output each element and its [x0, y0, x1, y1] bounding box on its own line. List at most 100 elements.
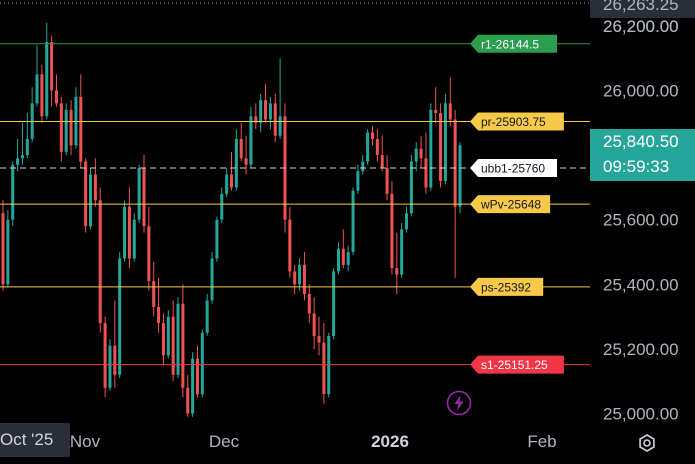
candle-body — [419, 148, 423, 159]
candle-body — [93, 174, 97, 201]
candle-body — [103, 323, 107, 388]
candle-body — [385, 168, 389, 194]
candle-body — [336, 248, 340, 272]
candle-body — [409, 161, 413, 214]
level-tag-label: r1-26144.5 — [481, 37, 539, 51]
level-tag-wPv: wPv-25648 — [470, 195, 551, 214]
settings-icon[interactable] — [636, 432, 658, 454]
candle-body — [249, 116, 253, 165]
candle-body — [181, 303, 185, 388]
candle-body — [229, 174, 234, 188]
crosshair-date-label: Oct '25 — [0, 423, 70, 457]
candle-body — [366, 132, 370, 162]
candle-body — [137, 168, 141, 220]
candle-body — [20, 155, 24, 159]
candle-body — [191, 358, 195, 414]
candle-body — [370, 132, 374, 139]
level-tag-pr: pr-25903.75 — [470, 112, 564, 131]
candle-body — [405, 213, 409, 230]
level-tag-r1: r1-26144.5 — [470, 34, 557, 53]
price-tick-label: 26,200.00 — [603, 17, 679, 36]
candle-body — [390, 193, 394, 269]
candle-body — [351, 190, 355, 252]
candle-body — [59, 103, 63, 152]
price-tick-label: 25,200.00 — [603, 340, 679, 359]
candle-body — [45, 42, 49, 117]
candle-body — [312, 313, 316, 336]
candle-body — [40, 74, 44, 117]
candle-body — [118, 258, 122, 375]
candle-body — [152, 281, 156, 307]
candle-body — [298, 264, 302, 285]
candle-body — [322, 342, 326, 395]
price-tick-label: 25,000.00 — [603, 405, 679, 424]
candle-body — [439, 113, 443, 181]
candle-body — [264, 100, 268, 120]
candle-body — [361, 161, 365, 172]
level-tag-shape — [470, 159, 557, 177]
candle-body — [414, 148, 418, 162]
candle-body — [195, 358, 199, 395]
candle-body — [113, 345, 117, 375]
candle-body — [317, 336, 321, 343]
current-price-box: 25,840.50 09:59:33 — [590, 128, 695, 181]
price-tick-label: 25,600.00 — [603, 211, 679, 230]
candle-body — [123, 206, 127, 259]
price-axis[interactable]: 26,200.00 26,000.00 25,600.00 25,400.00 25,2… — [590, 0, 695, 424]
level-tag-label: ubb1-25760 — [481, 162, 545, 176]
candle-body — [11, 164, 15, 220]
candle-body — [210, 258, 214, 301]
candle-body — [200, 332, 204, 395]
top-price-label: 26,263.25 — [603, 0, 679, 14]
level-tag-ubb1: ubb1-25760 — [470, 159, 557, 177]
candle-body — [234, 138, 238, 188]
candle-body — [50, 42, 54, 91]
candle-body — [424, 158, 428, 188]
level-tag-shape — [470, 277, 544, 296]
candle-body — [380, 155, 384, 168]
level-lines: r1-26144.5 pr-25903.75 ubb1-25760 wPv-25648… — [0, 34, 590, 374]
candle-body — [434, 109, 438, 114]
candle-body — [332, 271, 336, 336]
level-tag-s1: s1-25151.25 — [470, 355, 564, 374]
candle-body — [84, 161, 88, 227]
time-tick-label: Dec — [209, 432, 240, 451]
candle-body — [220, 193, 224, 220]
candle-body — [6, 219, 10, 285]
time-axis[interactable]: Nov Dec 2026 Feb — [70, 432, 557, 451]
candle-body — [346, 252, 350, 265]
price-tick-label: 26,200.00 — [603, 17, 679, 36]
candle-body — [239, 138, 243, 159]
candle-body — [89, 174, 93, 227]
candle-body — [259, 100, 263, 123]
level-tag-label: pr-25903.75 — [481, 115, 546, 129]
candle-body — [273, 103, 277, 136]
candle-body — [288, 219, 292, 272]
candle-body — [215, 219, 219, 259]
candle-body — [244, 158, 248, 165]
level-tag-label: ps-25392 — [481, 280, 531, 294]
candle-body — [443, 103, 447, 181]
candle-body — [307, 294, 311, 314]
candle-body — [98, 200, 102, 324]
price-tick-label: 26,000.00 — [603, 81, 679, 100]
level-tag-shape — [470, 34, 557, 53]
candle-body — [54, 90, 58, 104]
time-tick-label: Nov — [70, 432, 101, 451]
countdown-timer: 09:59:33 — [603, 157, 669, 176]
candle-body — [161, 323, 165, 356]
candle-body — [176, 303, 180, 375]
lightning-icon[interactable] — [446, 390, 472, 416]
candle-body — [69, 109, 73, 146]
level-tag-shape — [470, 355, 564, 374]
candles — [1, 22, 462, 417]
candle-body — [375, 138, 379, 156]
level-tag-label: wPv-25648 — [480, 198, 541, 212]
candle-body — [205, 300, 209, 333]
candle-body — [25, 138, 29, 156]
candle-body — [395, 268, 399, 275]
top-price-label-box — [590, 0, 695, 18]
candle-body — [302, 264, 306, 294]
current-price-value: 25,840.50 — [603, 132, 679, 151]
